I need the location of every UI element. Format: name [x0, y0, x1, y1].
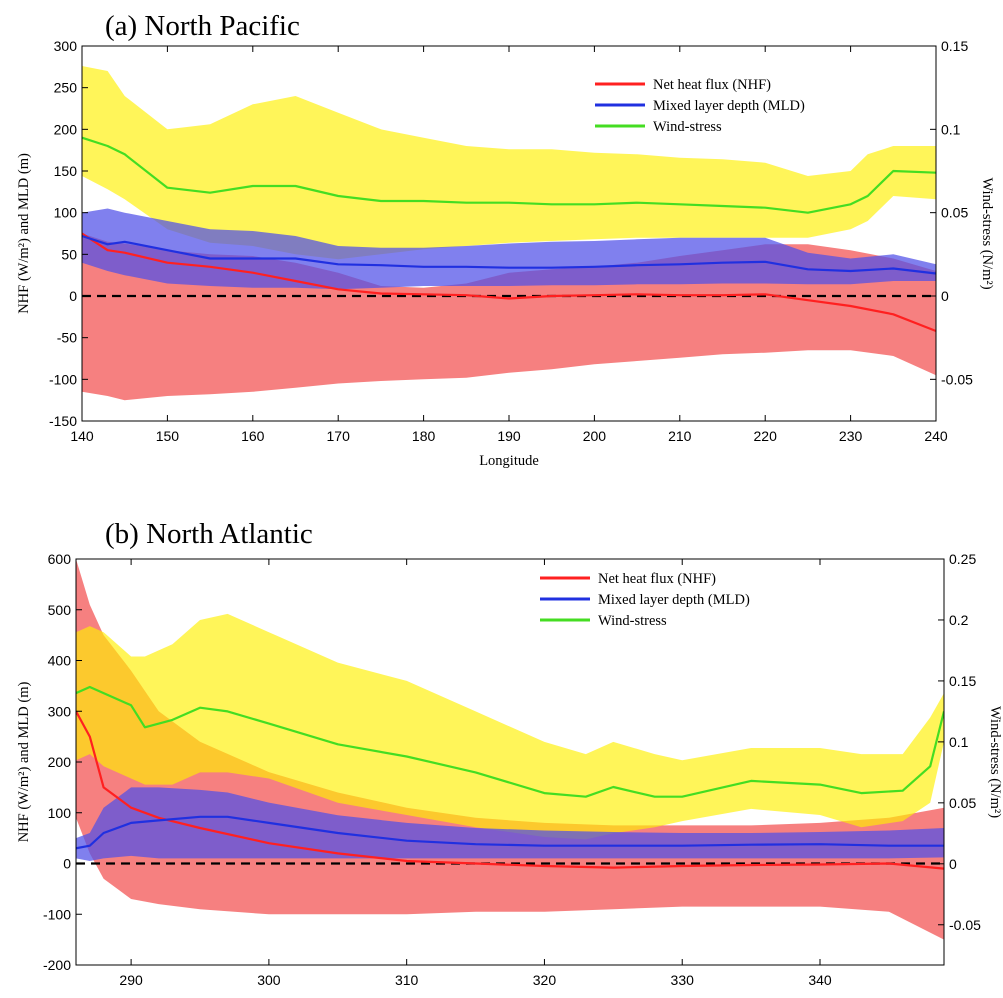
y2-tick-label: 0.05: [941, 205, 968, 221]
panel-title: (a) North Pacific: [105, 10, 300, 42]
legend-label-wind: Wind-stress: [653, 119, 722, 135]
nhf-mean-line: [76, 710, 944, 870]
x-tick-label: 170: [327, 428, 351, 444]
y-tick-label: 200: [54, 121, 78, 137]
y-tick-label: 250: [54, 80, 78, 96]
panel-title: (b) North Atlantic: [105, 518, 313, 550]
wind-range-band: [82, 66, 936, 260]
y2-tick-label: 0.15: [949, 673, 976, 689]
plot-area: [76, 559, 944, 940]
y-tick-label: -50: [57, 330, 77, 346]
y2-tick-label: -0.05: [941, 371, 973, 387]
mld-range-band: [76, 787, 944, 861]
x-tick-label: 310: [395, 972, 419, 988]
y-tick-label: 600: [48, 551, 72, 567]
x-tick-label: 200: [583, 428, 607, 444]
y2-tick-label: 0.1: [941, 121, 961, 137]
legend: Net heat flux (NHF) Mixed layer depth (ML…: [595, 77, 805, 135]
x-tick-label: 230: [839, 428, 863, 444]
mld-range-band: [82, 208, 936, 290]
x-tick-label: 150: [156, 428, 180, 444]
y-tick-label: 150: [54, 163, 78, 179]
legend-label-mld: Mixed layer depth (MLD): [653, 98, 805, 114]
x-tick-label: 210: [668, 428, 692, 444]
y-tick-label: 0: [69, 288, 77, 304]
y-tick-label: 100: [54, 205, 78, 221]
chart-north-atlantic: 290 300 310 320 330 340 -200 -100 0 100 200 300 400 5…: [16, 518, 1003, 998]
y-tick-label: 300: [54, 38, 78, 54]
wind-mean-line: [76, 685, 944, 798]
y2-tick-label: 0.2: [949, 612, 969, 628]
x-tick-label: 240: [924, 428, 948, 444]
y2-tick-label: 0.25: [949, 551, 976, 567]
x-axis-label: Longitude: [479, 453, 539, 469]
legend-label-nhf: Net heat flux (NHF): [598, 571, 716, 587]
mld-mean-line: [76, 815, 944, 850]
y-tick-label: 200: [48, 754, 72, 770]
y2-tick-label: 0: [941, 288, 949, 304]
y2-axis-label: Wind-stress (N/m²): [979, 177, 995, 289]
y-tick-label: -100: [43, 906, 71, 922]
y2-tick-label: 0.05: [949, 795, 976, 811]
legend-label-mld: Mixed layer depth (MLD): [598, 592, 750, 608]
x-tick-label: 190: [497, 428, 521, 444]
y-tick-label: -200: [43, 957, 71, 973]
y2-tick-label: -0.05: [949, 917, 981, 933]
chart-north-pacific: 140 150 160 170 180 190 200 210 220 230 240 -150 -10…: [16, 10, 995, 469]
x-tick-label: 320: [533, 972, 557, 988]
x-tick-label: 140: [70, 428, 94, 444]
y-tick-label: 0: [63, 856, 71, 872]
wind-mean-line: [82, 136, 936, 214]
y2-axis-label: Wind-stress (N/m²): [987, 706, 1003, 818]
y-tick-label: 300: [48, 703, 72, 719]
legend: Net heat flux (NHF) Mixed layer depth (ML…: [540, 571, 750, 629]
y2-tick-label: 0.1: [949, 734, 969, 750]
y-tick-label: -150: [49, 413, 77, 429]
legend-label-nhf: Net heat flux (NHF): [653, 77, 771, 93]
y2-tick-label: 0: [949, 856, 957, 872]
y-tick-label: 400: [48, 653, 72, 669]
x-tick-label: 300: [257, 972, 281, 988]
legend-label-wind: Wind-stress: [598, 613, 667, 629]
wind-range-band: [76, 613, 944, 840]
x-tick-label: 220: [754, 428, 778, 444]
plot-area: [82, 66, 936, 401]
x-tick-label: 180: [412, 428, 436, 444]
y-axis-label: NHF (W/m²) and MLD (m): [16, 153, 32, 314]
y-tick-label: 500: [48, 602, 72, 618]
x-tick-label: 160: [241, 428, 265, 444]
mld-mean-line: [82, 234, 936, 275]
y2-tick-label: 0.15: [941, 38, 968, 54]
y-tick-label: 50: [61, 246, 77, 262]
x-tick-label: 290: [119, 972, 143, 988]
y-axis-label: NHF (W/m²) and MLD (m): [16, 682, 32, 843]
x-tick-label: 340: [808, 972, 832, 988]
nhf-mean-line: [82, 232, 936, 333]
y-tick-label: 100: [48, 805, 72, 821]
y-tick-label: -100: [49, 371, 77, 387]
x-tick-label: 330: [671, 972, 695, 988]
